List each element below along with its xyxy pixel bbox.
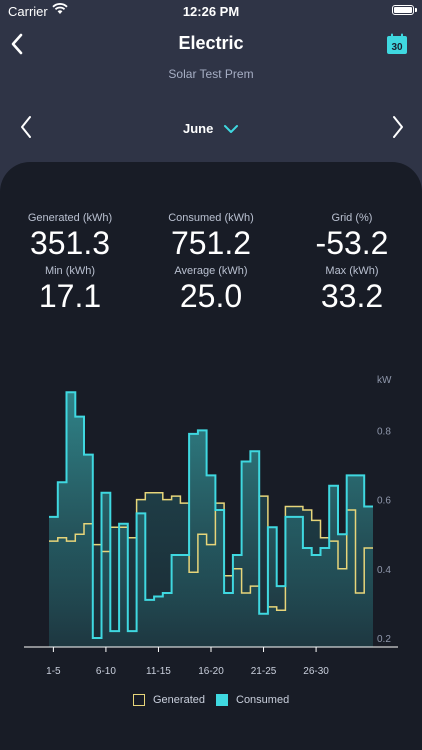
carrier-label: Carrier bbox=[8, 4, 48, 19]
generated-area bbox=[49, 492, 373, 647]
month-selector: June bbox=[0, 112, 422, 142]
x-tick-label: 16-20 bbox=[198, 666, 224, 677]
stat-label: Max (kWh) bbox=[325, 265, 379, 277]
battery-icon bbox=[392, 5, 414, 15]
stat-value: 351.3 bbox=[29, 225, 111, 261]
page-title: Electric bbox=[178, 33, 244, 53]
stat-label: Grid (%) bbox=[331, 212, 373, 224]
x-tick-label: 11-15 bbox=[146, 666, 171, 677]
consumed-swatch bbox=[216, 694, 228, 706]
stat-value: 751.2 bbox=[170, 225, 252, 261]
stat-max: Max (kWh) 33.2 bbox=[282, 265, 422, 313]
stat-grid: Grid (%) -53.2 bbox=[282, 212, 422, 260]
stat-label: Consumed (kWh) bbox=[168, 212, 254, 224]
stat-label: Min (kWh) bbox=[44, 265, 96, 277]
stat-label: Average (kWh) bbox=[174, 265, 248, 277]
stat-min: Min (kWh) 17.1 bbox=[0, 265, 140, 313]
chart-legend: Generated Consumed bbox=[0, 693, 422, 709]
x-tick-label: 6-10 bbox=[96, 666, 116, 677]
y-tick-label: 0.8 bbox=[377, 426, 391, 437]
battery-tip bbox=[415, 8, 417, 12]
month-label: June bbox=[183, 121, 214, 137]
back-button[interactable] bbox=[8, 32, 28, 56]
status-bar: Carrier 12:26 PM bbox=[0, 0, 422, 24]
x-tick-label: 26-30 bbox=[303, 666, 329, 677]
y-tick-label: 0.2 bbox=[377, 634, 391, 645]
calendar-icon[interactable]: 30 bbox=[386, 33, 408, 55]
stat-consumed: Consumed (kWh) 751.2 bbox=[141, 212, 281, 260]
legend-generated: Generated bbox=[153, 694, 205, 706]
stat-value: -53.2 bbox=[315, 225, 389, 261]
stat-value: 17.1 bbox=[38, 278, 102, 314]
y-axis-unit: kW bbox=[377, 375, 392, 386]
y-tick-label: 0.6 bbox=[377, 496, 391, 507]
legend-consumed: Consumed bbox=[236, 694, 290, 706]
generated-swatch bbox=[133, 694, 145, 706]
account-subtitle: Solar Test Prem bbox=[168, 67, 254, 81]
prev-month-button[interactable] bbox=[16, 112, 36, 142]
stat-generated: Generated (kWh) 351.3 bbox=[0, 212, 140, 260]
month-dropdown[interactable]: June bbox=[0, 120, 422, 136]
stat-label: Generated (kWh) bbox=[27, 212, 113, 224]
stat-value: 33.2 bbox=[320, 278, 384, 314]
chevron-down-icon bbox=[223, 124, 238, 133]
x-tick-label: 1-5 bbox=[46, 666, 61, 677]
stat-value: 25.0 bbox=[179, 278, 243, 314]
y-tick-label: 0.4 bbox=[377, 565, 391, 576]
x-tick-label: 21-25 bbox=[251, 666, 277, 677]
next-month-button[interactable] bbox=[388, 112, 408, 142]
consumed-line bbox=[49, 391, 373, 639]
clock: 12:26 PM bbox=[182, 4, 240, 19]
wifi-icon bbox=[52, 3, 68, 14]
stat-average: Average (kWh) 25.0 bbox=[141, 265, 281, 313]
calendar-day: 30 bbox=[391, 42, 403, 53]
usage-chart: 0.2 0.4 0.6 0.8 kW 1-5 6-10 11-15 16-20 21-25 26-3… bbox=[24, 375, 398, 677]
